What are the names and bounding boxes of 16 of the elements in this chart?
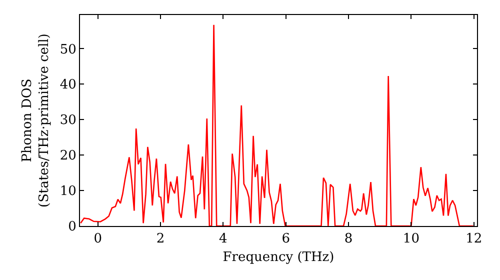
x-tick-label: 12	[466, 232, 482, 247]
y-tick-label: 40	[60, 78, 76, 93]
y-tick-label: 10	[60, 184, 76, 200]
x-tick-label: 4	[219, 232, 228, 247]
x-tick-label: 0	[94, 232, 102, 247]
y-tick-label: 30	[60, 113, 76, 128]
line-series	[80, 24, 474, 226]
x-tick-label: 10	[402, 232, 420, 247]
x-tick-label: 6	[282, 232, 290, 247]
x-axis-title: Frequency (THz)	[222, 250, 334, 266]
x-tick-label: 2	[156, 232, 165, 247]
y-axis-title: Phonon DOS (States/THz·primitive cell)	[20, 33, 52, 208]
y-tick-label: 50	[60, 42, 76, 58]
y-tick-label: 0	[68, 220, 76, 235]
x-tick-label: 8	[344, 232, 353, 247]
y-tick-label: 20	[60, 148, 76, 164]
